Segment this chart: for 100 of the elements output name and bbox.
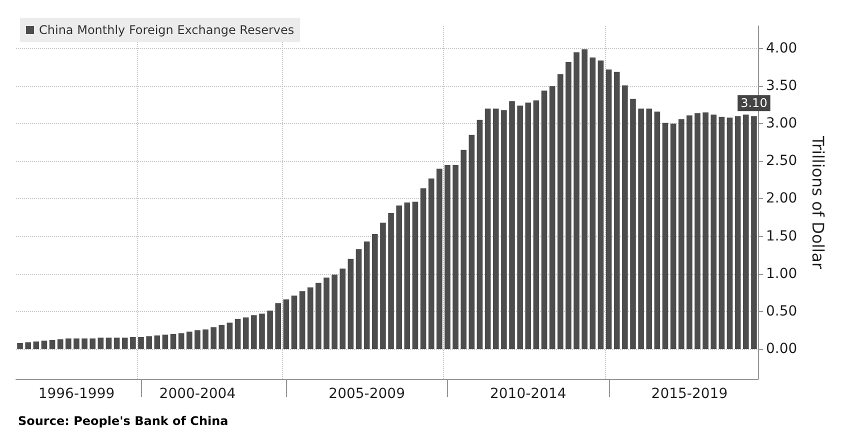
bar <box>686 115 692 349</box>
bar <box>420 188 426 349</box>
bar <box>74 338 80 349</box>
bar <box>372 234 378 349</box>
bar <box>630 98 636 349</box>
bar <box>468 134 475 349</box>
bar <box>606 70 612 349</box>
bar <box>702 112 708 349</box>
bar <box>566 62 572 349</box>
bar <box>590 58 596 349</box>
bar <box>154 335 160 349</box>
bar <box>202 329 208 349</box>
bar <box>307 287 314 349</box>
bar <box>492 108 499 349</box>
bar <box>614 72 620 349</box>
bar <box>638 108 644 349</box>
bar <box>234 318 241 349</box>
bar <box>242 317 249 349</box>
bar <box>662 122 668 349</box>
bar <box>549 86 556 349</box>
bar <box>710 114 717 349</box>
bar <box>251 315 257 349</box>
bar <box>57 339 64 349</box>
x-tick-label: 1996-1999 <box>38 386 115 402</box>
bar <box>340 268 346 349</box>
bar <box>484 108 491 349</box>
bar <box>41 340 48 349</box>
bar <box>460 150 467 349</box>
bar <box>275 303 282 349</box>
bar <box>743 114 749 349</box>
x-tick-label: 2010-2014 <box>490 386 566 402</box>
bar <box>283 299 290 349</box>
bar <box>574 52 580 349</box>
bar <box>162 334 168 349</box>
bar <box>670 124 676 349</box>
bar <box>226 322 233 349</box>
y-tick-label: 1.50 <box>766 228 798 244</box>
bar <box>558 74 564 349</box>
bar <box>476 120 483 349</box>
data-label: 3.10 <box>740 96 768 110</box>
x-tick-label: 2015-2019 <box>651 386 728 402</box>
bar <box>428 178 434 349</box>
bar <box>436 168 442 349</box>
y-tick-label: 0.00 <box>766 340 798 357</box>
bar <box>291 296 298 349</box>
bar <box>98 338 104 349</box>
bar <box>324 278 330 349</box>
bar <box>646 108 652 349</box>
bar <box>388 213 394 349</box>
bar <box>654 112 660 349</box>
bar <box>106 338 112 349</box>
x-tick-label: 2000-2004 <box>159 386 236 402</box>
bar <box>348 258 354 349</box>
bar <box>444 164 450 349</box>
bar <box>533 100 540 349</box>
bar <box>82 338 88 349</box>
bar <box>178 333 184 349</box>
bar <box>412 202 418 349</box>
bar <box>299 291 306 349</box>
bar <box>49 340 56 349</box>
bar <box>138 336 144 349</box>
bar <box>122 338 128 349</box>
bar <box>694 113 700 349</box>
bar <box>509 101 515 349</box>
y-tick-label: 1.00 <box>766 266 798 282</box>
bar <box>66 338 72 349</box>
legend-label: China Monthly Foreign Exchange Reserves <box>39 23 294 37</box>
bar <box>380 222 386 349</box>
bar <box>17 342 23 349</box>
bar <box>316 282 322 349</box>
bar <box>622 85 628 349</box>
bar <box>541 90 548 349</box>
y-tick-label: 3.50 <box>766 78 798 94</box>
bar <box>259 314 265 349</box>
bar <box>114 338 120 349</box>
bar <box>210 327 216 349</box>
bar <box>598 60 604 349</box>
bar <box>332 274 338 349</box>
bar <box>734 116 741 349</box>
bar <box>356 249 362 349</box>
bar <box>582 49 588 349</box>
y-axis-title: Trillions of Dollar <box>808 134 828 270</box>
bar <box>718 116 725 349</box>
source-note: Source: People's Bank of China <box>18 414 228 428</box>
bar <box>525 102 532 349</box>
y-tick-label: 0.50 <box>766 303 798 320</box>
bar <box>678 119 684 349</box>
bar <box>726 118 733 349</box>
bar <box>517 106 523 349</box>
y-tick-label: 3.00 <box>766 116 798 132</box>
bar <box>25 342 31 349</box>
y-tick-label: 2.00 <box>766 190 798 207</box>
bar <box>170 334 176 349</box>
y-tick-label: 4.00 <box>766 40 798 57</box>
bar <box>194 330 200 349</box>
bar <box>33 341 40 349</box>
bar <box>218 324 225 349</box>
bar <box>364 242 370 349</box>
bar <box>130 336 136 349</box>
bar <box>452 164 458 349</box>
